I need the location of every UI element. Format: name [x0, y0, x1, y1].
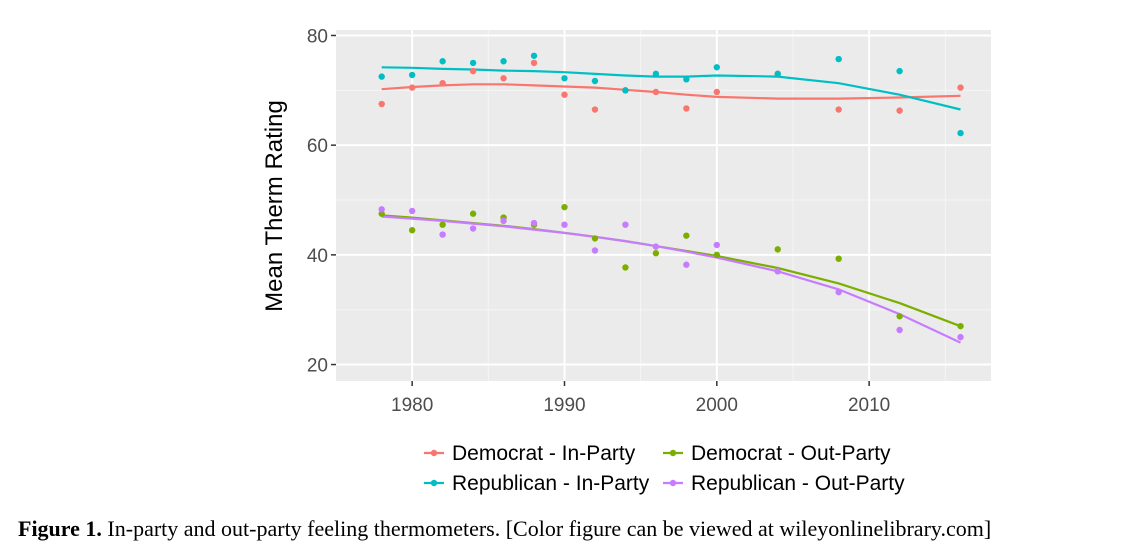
trend-line-republican-out-party	[381, 215, 961, 344]
point-republican-out-party	[896, 326, 903, 334]
point-republican-out-party	[561, 221, 568, 228]
point-republican-out-party	[591, 247, 599, 254]
legend-point	[669, 449, 677, 457]
point-republican-out-party	[469, 225, 477, 232]
axes: 1980 1990 2000 2010 20 40 60 80	[307, 26, 890, 416]
point-republican-in-party	[957, 129, 964, 137]
legend-item-republican-out-party: Republican - Out-Party	[663, 472, 905, 495]
point-democrat-in-party	[683, 105, 690, 112]
point-democrat-in-party	[439, 79, 446, 87]
point-republican-out-party	[622, 221, 629, 228]
point-democrat-out-party	[774, 246, 781, 253]
point-republican-in-party	[774, 70, 781, 78]
legend-item-democrat-out-party: Democrat - Out-Party	[663, 442, 891, 465]
point-republican-in-party	[652, 70, 660, 78]
point-democrat-in-party	[652, 88, 660, 96]
figure-caption: Figure 1. In-party and out-party feeling…	[18, 516, 1128, 542]
point-democrat-out-party	[408, 226, 416, 234]
minor-gridlines	[336, 30, 991, 381]
legend-point	[430, 449, 438, 457]
point-democrat-out-party	[652, 250, 660, 257]
plot-panel	[336, 30, 991, 381]
point-republican-in-party	[408, 71, 416, 79]
point-democrat-in-party	[500, 75, 507, 82]
point-republican-in-party	[683, 76, 690, 83]
point-republican-in-party	[591, 77, 599, 85]
point-democrat-in-party	[713, 88, 721, 96]
point-republican-in-party	[622, 87, 629, 94]
figure-label: Figure 1.	[18, 516, 102, 541]
point-republican-out-party	[652, 243, 660, 250]
point-democrat-in-party	[408, 84, 416, 91]
legend-item-democrat-in-party: Democrat - In-Party	[424, 442, 636, 465]
point-republican-in-party	[378, 73, 385, 80]
trend-lines	[381, 66, 961, 344]
point-republican-out-party	[500, 217, 507, 225]
point-republican-out-party	[530, 219, 538, 227]
point-democrat-out-party	[561, 203, 568, 211]
caption-text: In-party and out-party feeling thermomet…	[101, 516, 992, 541]
point-democrat-out-party	[591, 235, 599, 242]
point-republican-out-party	[439, 231, 446, 238]
point-republican-in-party	[835, 55, 842, 63]
legend-label: Republican - In-Party	[452, 472, 650, 495]
point-republican-out-party	[957, 333, 964, 341]
point-republican-in-party	[896, 67, 903, 75]
y-axis-title: Mean Therm Rating	[261, 100, 288, 312]
point-democrat-out-party	[957, 322, 964, 330]
point-republican-in-party	[469, 59, 477, 67]
point-republican-out-party	[713, 241, 721, 249]
point-democrat-out-party	[835, 255, 842, 262]
legend-point	[430, 479, 438, 487]
point-democrat-out-party	[439, 221, 446, 228]
point-democrat-in-party	[835, 106, 842, 113]
legend-item-republican-in-party: Republican - In-Party	[424, 472, 650, 495]
point-democrat-out-party	[622, 264, 629, 271]
data-points	[378, 52, 964, 341]
point-democrat-out-party	[469, 210, 477, 217]
point-democrat-in-party	[378, 100, 385, 108]
y-tick-label: 60	[307, 136, 328, 157]
point-republican-out-party	[774, 268, 781, 275]
point-republican-out-party	[378, 206, 385, 213]
y-tick-label: 20	[307, 356, 328, 377]
point-republican-out-party	[683, 261, 690, 268]
point-republican-in-party	[530, 52, 538, 59]
point-republican-in-party	[713, 64, 721, 71]
point-democrat-out-party	[896, 313, 903, 320]
legend-label: Republican - Out-Party	[691, 472, 905, 495]
point-democrat-in-party	[530, 59, 538, 67]
legend: Democrat - In-Party Democrat - Out-Party R…	[424, 442, 905, 495]
x-tick-label: 2000	[696, 395, 738, 416]
point-democrat-out-party	[378, 210, 385, 217]
y-tick-label: 40	[307, 246, 328, 267]
legend-label: Democrat - Out-Party	[691, 442, 891, 465]
point-democrat-in-party	[957, 84, 964, 91]
point-republican-in-party	[500, 58, 507, 65]
trend-line-democrat-in-party	[381, 83, 961, 100]
legend-label: Democrat - In-Party	[452, 442, 636, 465]
x-tick-label: 1980	[391, 395, 433, 416]
legend-point	[669, 479, 677, 487]
point-democrat-in-party	[469, 67, 477, 75]
point-democrat-in-party	[561, 91, 568, 98]
point-democrat-in-party	[896, 107, 903, 114]
point-republican-in-party	[439, 58, 446, 65]
x-tick-label: 2010	[848, 395, 890, 416]
point-republican-out-party	[408, 207, 416, 215]
chart: 1980 1990 2000 2010 20 40 60 80 Mean Therm Rati…	[261, 26, 991, 495]
point-republican-in-party	[561, 75, 568, 82]
point-republican-out-party	[835, 288, 842, 296]
y-tick-label: 80	[307, 26, 328, 47]
point-democrat-in-party	[591, 106, 599, 113]
point-democrat-out-party	[683, 232, 690, 239]
point-democrat-out-party	[713, 251, 721, 259]
x-tick-label: 1990	[543, 395, 585, 416]
trend-line-republican-in-party	[381, 66, 961, 111]
